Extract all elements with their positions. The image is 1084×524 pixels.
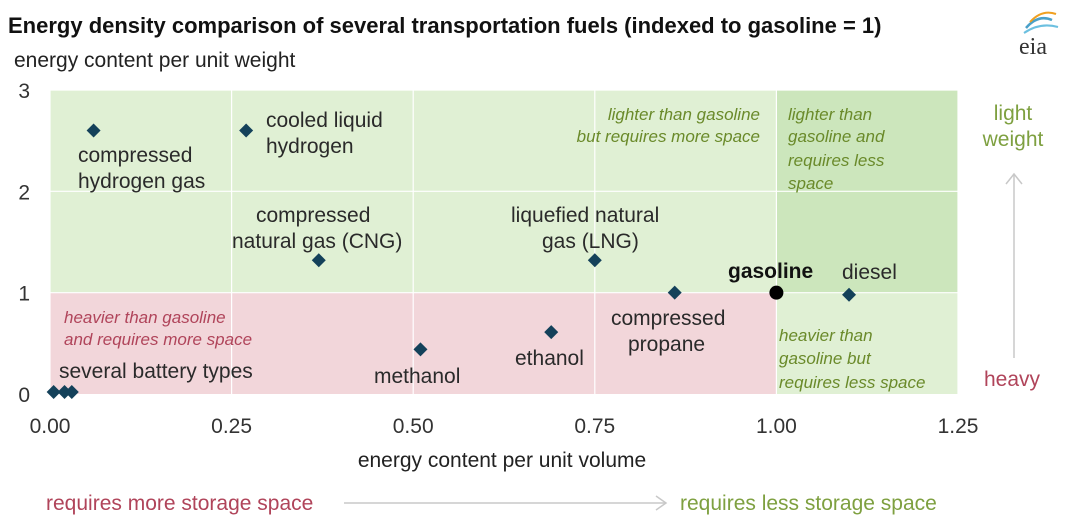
data-point-marker (667, 285, 682, 300)
data-point-marker (46, 384, 61, 399)
x-tick-label: 1.00 (756, 415, 797, 438)
label-cng-1: compressed (256, 204, 370, 227)
light-label-2: weight (982, 128, 1044, 151)
region-bl-label-1: heavier than gasoline (64, 308, 226, 327)
storage-more-label: requires more storage space (46, 492, 313, 515)
label-cng-2: natural gas (CNG) (232, 230, 402, 253)
x-axis-label: energy content per unit volume (358, 449, 646, 472)
data-point-marker (587, 253, 602, 268)
x-tick-label: 0.00 (30, 415, 71, 438)
up-arrow-icon (1005, 172, 1023, 358)
label-battery: several battery types (59, 360, 253, 383)
label-gasoline: gasoline (728, 260, 813, 283)
label-lng-2: gas (LNG) (542, 230, 639, 253)
data-point-marker (64, 384, 79, 399)
data-point-marker (57, 384, 72, 399)
region-tr-label-3: requires less (788, 151, 885, 170)
right-arrow-icon (344, 495, 668, 511)
label-compressed-hydrogen-2: hydrogen gas (78, 170, 205, 193)
region-tr-label-4: space (788, 174, 833, 193)
y-axis-label: energy content per unit weight (14, 49, 296, 72)
grid-lines (49, 89, 959, 394)
region-tl-label-1: lighter than gasoline (608, 105, 760, 124)
label-liquid-hydrogen-2: hydrogen (266, 135, 354, 158)
y-tick-label: 0 (18, 384, 30, 407)
eia-logo-text: eia (1019, 34, 1047, 60)
label-diesel: diesel (842, 261, 897, 284)
data-point-marker (86, 123, 101, 138)
data-point-marker (769, 285, 784, 300)
data-point-marker (413, 342, 428, 357)
data-point-marker (842, 287, 857, 302)
data-point-marker (311, 253, 326, 268)
region-br-label-3: requires less space (779, 373, 925, 392)
y-tick-label: 1 (18, 283, 30, 306)
region-heavier-less-space (776, 292, 958, 394)
heavy-label: heavy (984, 368, 1041, 391)
data-points (46, 123, 857, 399)
data-point-marker (239, 123, 254, 138)
storage-less-label: requires less storage space (680, 492, 937, 515)
region-tr-label-2: gasoline and (788, 127, 885, 146)
y-tick-label: 2 (18, 181, 30, 204)
label-lng-1: liquefied natural (511, 204, 659, 227)
region-tr-label-1: lighter than (788, 105, 872, 124)
light-label-1: light (994, 102, 1033, 125)
label-ethanol: ethanol (515, 347, 584, 370)
chart-title: Energy density comparison of several tra… (8, 13, 882, 38)
data-point-marker (544, 325, 559, 340)
region-br-label-1: heavier than (779, 326, 873, 345)
label-methanol: methanol (374, 365, 460, 388)
region-tl-label-2: but requires more space (577, 127, 760, 146)
label-propane-1: compressed (611, 307, 725, 330)
eia-logo: eia (1019, 11, 1059, 60)
x-tick-label: 0.25 (211, 415, 252, 438)
x-tick-label: 0.75 (574, 415, 615, 438)
region-br-label-2: gasoline but (779, 349, 872, 368)
x-tick-label: 0.50 (393, 415, 434, 438)
x-tick-label: 1.25 (938, 415, 979, 438)
region-bl-label-2: and requires more space (64, 330, 252, 349)
tick-labels: 0.00 0.25 0.50 0.75 1.00 1.25 0 1 2 3 (18, 80, 978, 438)
y-tick-label: 3 (18, 80, 30, 103)
label-propane-2: propane (628, 333, 705, 356)
label-compressed-hydrogen-1: compressed (78, 144, 192, 167)
label-liquid-hydrogen-1: cooled liquid (266, 109, 383, 132)
